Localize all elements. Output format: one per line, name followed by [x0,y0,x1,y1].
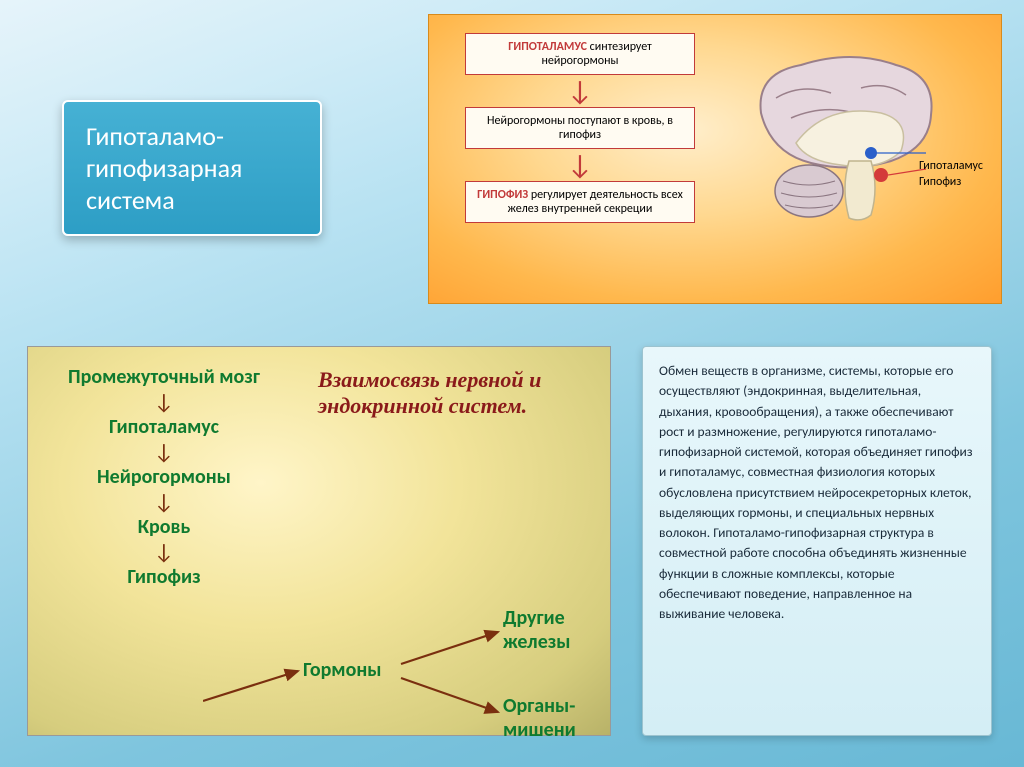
chain-column: Промежуточный мозг ↓ Гипоталамус ↓ Нейро… [68,365,260,589]
brain-icon [731,43,991,243]
flow-box-1: ГИПОТАЛАМУС синтезирует нейрогормоны [465,33,695,75]
chain-item: Нейрогормоны [97,465,231,489]
branch-center: Гормоны [303,658,381,682]
top-diagram: ГИПОТАЛАМУС синтезирует нейрогормоны ↓ Н… [428,14,1002,304]
chain-item: Кровь [138,515,191,539]
chain-item: Промежуточный мозг [68,365,260,389]
flow-rest-3: регулирует деятельность всех желез внутр… [508,188,683,216]
flow-column: ГИПОТАЛАМУС синтезирует нейрогормоны ↓ Н… [445,33,715,223]
legend-text: Гипоталамус [919,159,983,173]
flow-arrow-icon: ↓ [567,77,592,105]
branch-top: Другие железы [503,606,603,654]
brain-illustration: Гипоталамус Гипофиз [731,43,991,243]
legend-pituitary: Гипофиз [919,175,983,189]
legend-text: Гипофиз [919,175,961,189]
chain-arrow-icon: ↓ [154,391,174,413]
flow-box-2: Нейрогормоны поступают в кровь, в гипофи… [465,107,695,149]
description-panel: Обмен веществ в организме, системы, кото… [642,346,992,736]
chain-arrow-icon: ↓ [154,541,174,563]
flow-accent-3: ГИПОФИЗ [477,188,528,202]
flow-arrow-icon: ↓ [567,151,592,179]
flow-rest-2: Нейрогормоны поступают в кровь, в гипофи… [487,114,673,142]
brain-legend: Гипоталамус Гипофиз [919,159,983,191]
relation-title: Взаимосвязь нервной и эндокринной систем… [318,367,588,419]
chain-item: Гипофиз [127,565,200,589]
branch-bottom: Органы-мишени [503,694,603,742]
branch-area: Гормоны Другие железы Органы-мишени [203,626,603,736]
chain-arrow-icon: ↓ [154,491,174,513]
flow-box-3: ГИПОФИЗ регулирует деятельность всех жел… [465,181,695,223]
slide-title: Гипоталамо-гипофизарная система [62,100,322,236]
chain-arrow-icon: ↓ [154,441,174,463]
chain-item: Гипоталамус [109,415,219,439]
legend-hypothalamus: Гипоталамус [919,159,983,173]
flow-accent-1: ГИПОТАЛАМУС [508,40,587,54]
bottom-diagram: Промежуточный мозг ↓ Гипоталамус ↓ Нейро… [27,346,611,736]
